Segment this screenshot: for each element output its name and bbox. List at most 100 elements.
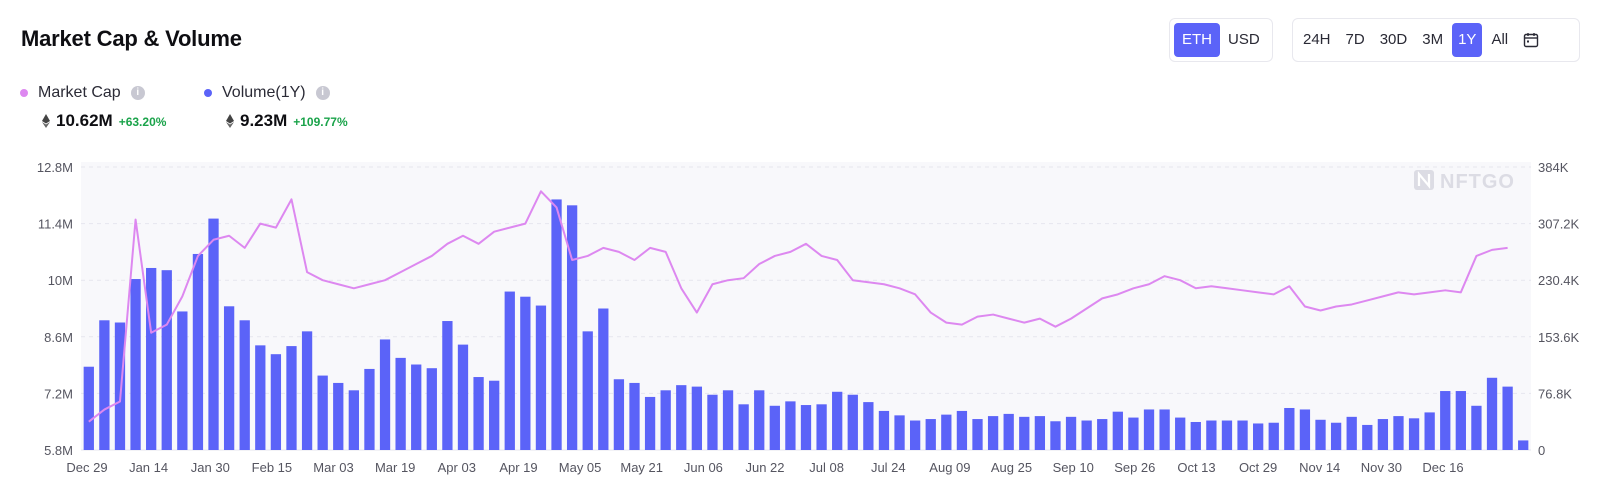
volume-bar[interactable] xyxy=(208,218,219,450)
volume-bar[interactable] xyxy=(909,420,921,450)
volume-bar[interactable] xyxy=(177,311,188,450)
volume-bar[interactable] xyxy=(644,396,656,450)
volume-bar[interactable] xyxy=(1346,416,1357,450)
volume-bar[interactable] xyxy=(535,305,547,450)
volume-bar[interactable] xyxy=(426,368,437,450)
volume-bar[interactable] xyxy=(255,345,266,450)
volume-bar[interactable] xyxy=(769,405,780,450)
volume-bar[interactable] xyxy=(800,405,812,450)
volume-bar[interactable] xyxy=(1065,416,1077,450)
volume-bar[interactable] xyxy=(504,291,515,450)
volume-bar[interactable] xyxy=(1190,421,1201,450)
volume-bar[interactable] xyxy=(411,364,422,450)
volume-bar[interactable] xyxy=(785,401,796,450)
volume-bar[interactable] xyxy=(598,308,609,451)
info-icon[interactable]: i xyxy=(315,86,330,100)
volume-bar[interactable] xyxy=(192,253,204,450)
volume-bar[interactable] xyxy=(161,270,172,450)
range-1y-button[interactable]: 1Y xyxy=(1452,23,1483,57)
legend-market-cap[interactable]: Market Cap i 10.62M +63.20% xyxy=(20,82,166,131)
range-30d-button[interactable]: 30D xyxy=(1379,31,1408,48)
volume-bar[interactable] xyxy=(1440,391,1451,450)
volume-bar[interactable] xyxy=(130,279,141,450)
volume-bar[interactable] xyxy=(1377,419,1389,450)
volume-bar[interactable] xyxy=(987,416,999,450)
volume-bar[interactable] xyxy=(1330,422,1342,450)
volume-bar[interactable] xyxy=(520,296,531,450)
volume-bar[interactable] xyxy=(379,339,391,450)
currency-eth-button[interactable]: ETH xyxy=(1174,23,1220,57)
volume-bar[interactable] xyxy=(1237,420,1248,450)
volume-bar[interactable] xyxy=(1408,418,1420,450)
volume-bar[interactable] xyxy=(1097,419,1108,450)
volume-bar[interactable] xyxy=(754,390,765,450)
volume-bar[interactable] xyxy=(956,410,968,450)
volume-bar[interactable] xyxy=(894,415,905,450)
volume-bar[interactable] xyxy=(239,320,250,450)
volume-bar[interactable] xyxy=(114,322,126,451)
volume-bar[interactable] xyxy=(1253,423,1264,450)
volume-bar[interactable] xyxy=(395,357,406,450)
volume-bar[interactable] xyxy=(1268,422,1279,450)
volume-bar[interactable] xyxy=(660,390,671,450)
volume-bar[interactable] xyxy=(1486,377,1498,450)
volume-bar[interactable] xyxy=(707,394,718,450)
volume-bar[interactable] xyxy=(333,382,344,450)
volume-bar[interactable] xyxy=(582,331,593,450)
volume-bar[interactable] xyxy=(1315,419,1326,450)
volume-bar[interactable] xyxy=(613,379,625,450)
volume-bar[interactable] xyxy=(1159,409,1170,450)
volume-bar[interactable] xyxy=(691,386,703,450)
volume-bar[interactable] xyxy=(1299,409,1311,450)
volume-bar[interactable] xyxy=(1175,417,1186,450)
range-7d-button[interactable]: 7D xyxy=(1345,31,1365,48)
volume-bar[interactable] xyxy=(1003,413,1014,450)
volume-bar[interactable] xyxy=(629,382,640,450)
volume-bar[interactable] xyxy=(1471,405,1482,450)
volume-bar[interactable] xyxy=(1034,416,1046,450)
volume-bar[interactable] xyxy=(1424,412,1435,450)
volume-bar[interactable] xyxy=(1455,391,1466,450)
volume-bar[interactable] xyxy=(1502,386,1513,450)
volume-bar[interactable] xyxy=(457,344,469,450)
volume-bar[interactable] xyxy=(1128,417,1139,450)
volume-bar[interactable] xyxy=(489,380,500,450)
volume-bar[interactable] xyxy=(863,402,874,450)
range-all-button[interactable]: All xyxy=(1491,31,1509,48)
volume-bar[interactable] xyxy=(83,366,94,450)
volume-bar[interactable] xyxy=(551,199,562,450)
info-icon[interactable]: i xyxy=(130,86,145,100)
volume-bar[interactable] xyxy=(941,414,952,451)
volume-bar[interactable] xyxy=(676,385,687,450)
volume-bar[interactable] xyxy=(1050,421,1061,450)
volume-bar[interactable] xyxy=(878,410,890,450)
volume-bar[interactable] xyxy=(738,404,749,450)
volume-bar[interactable] xyxy=(832,391,843,450)
volume-bar[interactable] xyxy=(566,205,578,450)
volume-bar[interactable] xyxy=(99,320,110,450)
volume-bar[interactable] xyxy=(1362,424,1373,450)
volume-bar[interactable] xyxy=(348,390,359,450)
volume-bar[interactable] xyxy=(286,346,297,450)
volume-bar[interactable] xyxy=(816,404,827,450)
volume-bar[interactable] xyxy=(1393,416,1404,450)
volume-bar[interactable] xyxy=(1081,420,1092,450)
volume-bar[interactable] xyxy=(847,394,858,450)
volume-bar[interactable] xyxy=(364,368,375,450)
currency-usd-button[interactable]: USD xyxy=(1228,31,1260,48)
calendar-icon[interactable] xyxy=(1517,23,1545,57)
volume-bar[interactable] xyxy=(925,419,936,450)
volume-bar[interactable] xyxy=(301,331,313,450)
legend-volume[interactable]: Volume(1Y) i 9.23M +109.77% xyxy=(204,82,348,131)
volume-bar[interactable] xyxy=(317,375,328,450)
volume-bar[interactable] xyxy=(972,419,983,450)
market-cap-line[interactable] xyxy=(88,190,1508,423)
volume-bar[interactable] xyxy=(1019,416,1030,450)
range-24h-button[interactable]: 24H xyxy=(1303,31,1331,48)
volume-bar[interactable] xyxy=(1221,420,1233,450)
volume-bar[interactable] xyxy=(1518,440,1529,450)
volume-bar[interactable] xyxy=(473,377,484,450)
volume-bar[interactable] xyxy=(1284,407,1295,450)
volume-bar[interactable] xyxy=(270,354,282,450)
volume-bar[interactable] xyxy=(722,390,734,450)
